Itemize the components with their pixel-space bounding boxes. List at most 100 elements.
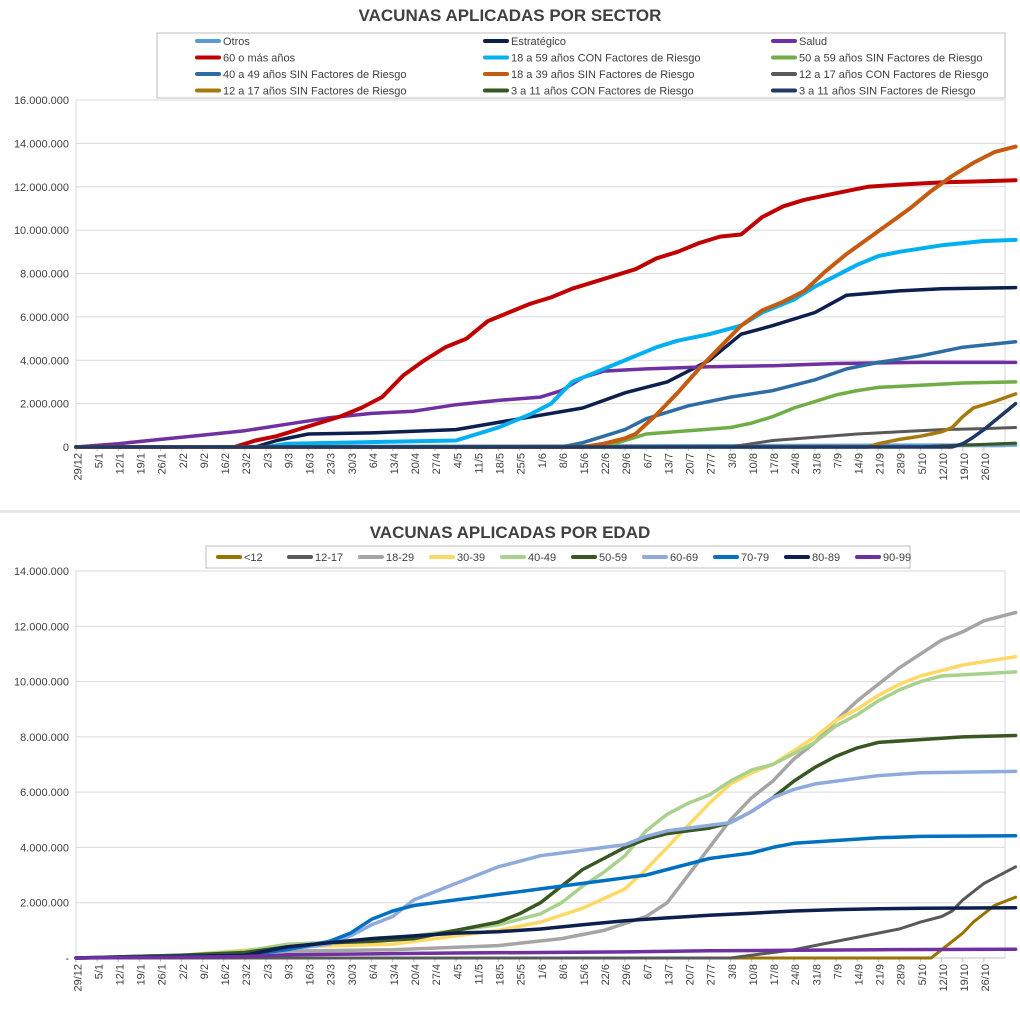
x-tick-label: 30/3 [347, 453, 359, 474]
legend-label: 3 a 11 años CON Factores de Riesgo [511, 86, 694, 98]
x-tick-label: 29/12 [72, 964, 84, 992]
y-tick-label: 4.000.000 [20, 355, 69, 367]
x-tick-label: 11/5 [473, 964, 485, 985]
chart-svg: - 2.000.000 4.000.000 6.000.000 8.000.000 10.… [14, 545, 1018, 992]
x-tick-label: 3/8 [727, 453, 739, 468]
x-tick-label: 14/9 [853, 964, 865, 985]
x-tick-label: 15/6 [579, 453, 591, 474]
x-tick-label: 5/1 [93, 453, 105, 468]
y-tick-label: 8.000.000 [20, 269, 69, 281]
x-tick-label: 29/12 [72, 453, 84, 481]
x-tick-label: 13/4 [389, 453, 401, 474]
series-line [74, 905, 1018, 960]
x-tick-label: 21/9 [875, 964, 887, 985]
y-tick-label: - [65, 953, 69, 965]
x-tick-label: 31/8 [811, 453, 823, 474]
x-tick-label: 9/2 [199, 964, 211, 979]
x-tick-label: 27/7 [706, 453, 718, 474]
y-tick-label: 6.000.000 [20, 312, 69, 324]
series-line [74, 733, 1018, 960]
series-line [74, 380, 1018, 449]
y-tick-label: 14.000.000 [14, 138, 69, 150]
chart-sector: VACUNAS APLICADAS POR SECTOR 0 2.000.000 4… [0, 0, 1020, 510]
x-tick-label: 26/10 [980, 964, 992, 992]
legend-label: 18 a 39 años SIN Factores de Riesgo [511, 69, 694, 81]
legend-label: 60-69 [670, 552, 698, 564]
x-tick-label: 25/5 [516, 453, 528, 474]
legend-label: 80-89 [812, 552, 840, 564]
y-tick-label: 6.000.000 [20, 787, 69, 799]
legend-label: Salud [799, 36, 827, 48]
x-tick-label: 6/7 [642, 453, 654, 468]
x-tick-label: 5/10 [917, 964, 929, 985]
x-tick-label: 13/7 [663, 964, 675, 985]
x-tick-label: 12/10 [938, 453, 950, 481]
x-tick-label: 9/3 [283, 453, 295, 468]
x-tick-label: 19/1 [136, 964, 148, 985]
x-tick-label: 15/6 [579, 964, 591, 985]
x-tick-label: 9/3 [283, 964, 295, 979]
x-tick-label: 23/2 [241, 964, 253, 985]
x-tick-label: 7/9 [832, 453, 844, 468]
x-tick-label: 19/1 [136, 453, 148, 474]
y-tick-label: 10.000.000 [14, 677, 69, 689]
legend [156, 32, 1006, 99]
x-tick-label: 9/2 [199, 453, 211, 468]
y-tick-label: 12.000.000 [14, 182, 69, 194]
x-tick-label: 23/3 [326, 453, 338, 474]
x-tick-label: 12/1 [115, 964, 127, 985]
x-tick-label: 20/4 [410, 964, 422, 985]
x-tick-label: 17/8 [769, 453, 781, 474]
x-tick-label: 16/2 [220, 964, 232, 985]
x-tick-label: 21/9 [875, 453, 887, 474]
y-tick-label: 0 [63, 442, 69, 454]
series-line [74, 144, 1018, 449]
x-tick-label: 14/9 [853, 453, 865, 474]
x-tick-label: 13/4 [389, 964, 401, 985]
legend-label: 40-49 [528, 552, 556, 564]
x-tick-label: 3/8 [727, 964, 739, 979]
legend-label: 18 a 59 años CON Factores de Riesgo [511, 53, 701, 65]
x-tick-label: 23/3 [326, 964, 338, 985]
x-tick-label: 12/1 [115, 453, 127, 474]
x-tick-label: 18/5 [495, 453, 507, 474]
y-tick-label: 4.000.000 [20, 842, 69, 854]
series-line [74, 865, 1018, 960]
chart-age: VACUNAS APLICADAS POR EDAD - 2.000.000 4.0… [0, 513, 1020, 1025]
x-tick-label: 16/2 [220, 453, 232, 474]
x-tick-label: 11/5 [473, 453, 485, 474]
x-tick-label: 6/4 [368, 453, 380, 468]
x-tick-label: 4/5 [452, 453, 464, 468]
x-tick-label: 28/9 [896, 964, 908, 985]
x-tick-label: 5/10 [917, 453, 929, 474]
x-tick-label: 2/2 [178, 964, 190, 979]
series-line [74, 285, 1018, 449]
x-tick-label: 30/3 [347, 964, 359, 985]
x-tick-label: 6/4 [368, 964, 380, 979]
y-tick-label: 10.000.000 [14, 225, 69, 237]
y-tick-label: 2.000.000 [20, 898, 69, 910]
series-line [74, 947, 1018, 960]
legend-label: 30-39 [457, 552, 485, 564]
legend-label: 60 o más años [223, 53, 296, 65]
x-tick-label: 16/3 [305, 453, 317, 474]
plot-area [75, 570, 1006, 959]
x-tick-label: 25/5 [516, 964, 528, 985]
legend-label: 12 a 17 años CON Factores de Riesgo [799, 69, 989, 81]
y-tick-label: 2.000.000 [20, 399, 69, 411]
chart-svg: 0 2.000.000 4.000.000 6.000.000 8.000.000 10.… [14, 32, 1018, 481]
x-tick-label: 1/6 [537, 964, 549, 979]
x-tick-label: 7/9 [832, 964, 844, 979]
legend-label: 12-17 [315, 552, 343, 564]
x-tick-label: 1/6 [537, 453, 549, 468]
legend-label: Estratégico [511, 36, 566, 48]
x-tick-label: 29/6 [621, 964, 633, 985]
x-tick-label: 17/8 [769, 964, 781, 985]
x-tick-label: 23/2 [241, 453, 253, 474]
y-tick-label: 8.000.000 [20, 732, 69, 744]
legend-label: 50 a 59 años SIN Factores de Riesgo [799, 53, 982, 65]
x-tick-label: 2/3 [262, 453, 274, 468]
series-line [74, 360, 1018, 449]
x-tick-label: 24/8 [790, 453, 802, 474]
legend [205, 545, 911, 569]
